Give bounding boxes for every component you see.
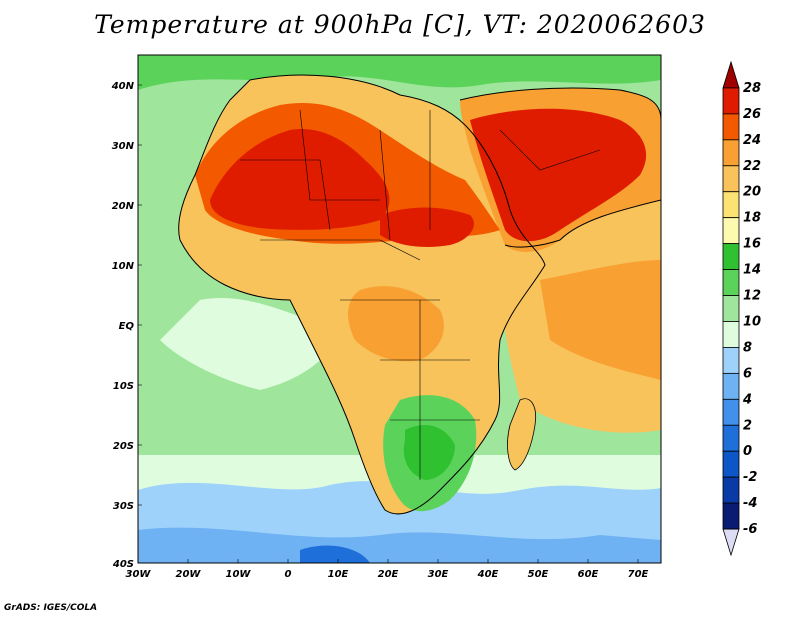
lat-label: EQ bbox=[119, 321, 135, 332]
colorbar-segment bbox=[722, 113, 740, 141]
lat-label: 20S bbox=[113, 441, 134, 452]
credit-text: GrADS: IGES/COLA bbox=[4, 603, 98, 613]
colorbar-segment bbox=[722, 424, 740, 452]
colorbar-segment bbox=[722, 347, 740, 374]
lon-label: 30W bbox=[126, 569, 152, 580]
lon-label: 10W bbox=[226, 569, 252, 580]
colorbar-label: 4 bbox=[742, 392, 752, 407]
colorbar-segment bbox=[722, 295, 740, 322]
colorbar-label: 20 bbox=[743, 185, 761, 200]
map-plot bbox=[138, 55, 661, 563]
south-ocean-colder bbox=[138, 527, 661, 563]
colorbar-segment bbox=[722, 398, 740, 426]
colorbar-label: -6 bbox=[743, 522, 757, 537]
lon-label: 20W bbox=[176, 569, 202, 580]
lat-label: 30S bbox=[113, 501, 134, 512]
colorbar-segment bbox=[722, 450, 740, 478]
map-title: Temperature at 900hPa [C], VT: 202006260… bbox=[94, 10, 706, 39]
colorbar-segment bbox=[722, 139, 740, 167]
lon-label: 70E bbox=[628, 569, 649, 580]
colorbar-label: -4 bbox=[743, 496, 757, 511]
latitude-axis: 40N 30N 20N 10N EQ 10S 20S 30S 40S bbox=[111, 81, 135, 570]
north-cool bbox=[138, 55, 661, 90]
lat-label: 40N bbox=[111, 81, 135, 92]
colorbar-segment bbox=[722, 217, 740, 245]
colorbar-segment bbox=[722, 321, 740, 348]
colorbar-label: 16 bbox=[743, 237, 761, 252]
indian-ocean-warmer bbox=[540, 260, 661, 380]
colorbar-segment bbox=[722, 243, 740, 270]
colorbar-label: -2 bbox=[743, 470, 757, 485]
colorbar-segment bbox=[722, 87, 740, 115]
colorbar-label: 10 bbox=[743, 314, 761, 329]
colorbar-segment bbox=[722, 269, 740, 296]
madagascar bbox=[507, 398, 537, 471]
colorbar-label: 28 bbox=[743, 81, 761, 96]
colorbar-segment bbox=[722, 502, 740, 530]
colorbar-label: 18 bbox=[743, 211, 761, 226]
colorbar-label: 2 bbox=[743, 418, 752, 433]
lon-label: 60E bbox=[578, 569, 599, 580]
colorbar-segment bbox=[722, 528, 740, 557]
colorbar-label: 24 bbox=[743, 133, 761, 148]
arabia-coastline bbox=[459, 87, 661, 248]
colorbar-segment bbox=[722, 372, 740, 400]
lon-label: 30E bbox=[428, 569, 449, 580]
south-ocean-coldest bbox=[300, 545, 370, 563]
sahara-hottest bbox=[210, 129, 390, 230]
africa-coastline bbox=[178, 74, 546, 515]
colorbar-segment bbox=[722, 476, 740, 504]
lat-label: 30N bbox=[112, 141, 135, 152]
colorbar-segment bbox=[722, 60, 740, 89]
colorbar-segment bbox=[722, 165, 740, 193]
sudan-hot bbox=[380, 207, 474, 247]
lat-label: 10N bbox=[112, 261, 135, 272]
lat-label: 40S bbox=[112, 559, 134, 570]
southern-africa-cool bbox=[403, 425, 455, 480]
lat-label: 10S bbox=[113, 381, 134, 392]
colorbar-label: 26 bbox=[743, 107, 761, 122]
longitude-axis: 30W 20W 10W 0 10E 20E 30E 40E 50E 60E 70… bbox=[126, 569, 649, 580]
colorbar-label: 0 bbox=[743, 444, 752, 459]
map-frame bbox=[137, 54, 662, 564]
colorbar-label: 8 bbox=[743, 340, 752, 355]
grid-ticks bbox=[138, 84, 639, 563]
colorbar-label: 6 bbox=[743, 366, 752, 381]
lon-label: 50E bbox=[528, 569, 549, 580]
colorbar-label: 12 bbox=[743, 289, 761, 304]
lat-label: 20N bbox=[112, 201, 135, 212]
colorbar-label: 22 bbox=[743, 159, 761, 174]
arabia-hottest bbox=[470, 108, 647, 242]
lon-label: 10E bbox=[328, 569, 349, 580]
lon-label: 20E bbox=[378, 569, 399, 580]
country-borders bbox=[240, 109, 601, 480]
colorbar-segment bbox=[722, 191, 740, 219]
lon-label: 0 bbox=[285, 569, 292, 580]
colorbar-label: 14 bbox=[743, 263, 761, 278]
atlantic-cool-tongue bbox=[160, 297, 340, 390]
lon-label: 40E bbox=[477, 569, 499, 580]
